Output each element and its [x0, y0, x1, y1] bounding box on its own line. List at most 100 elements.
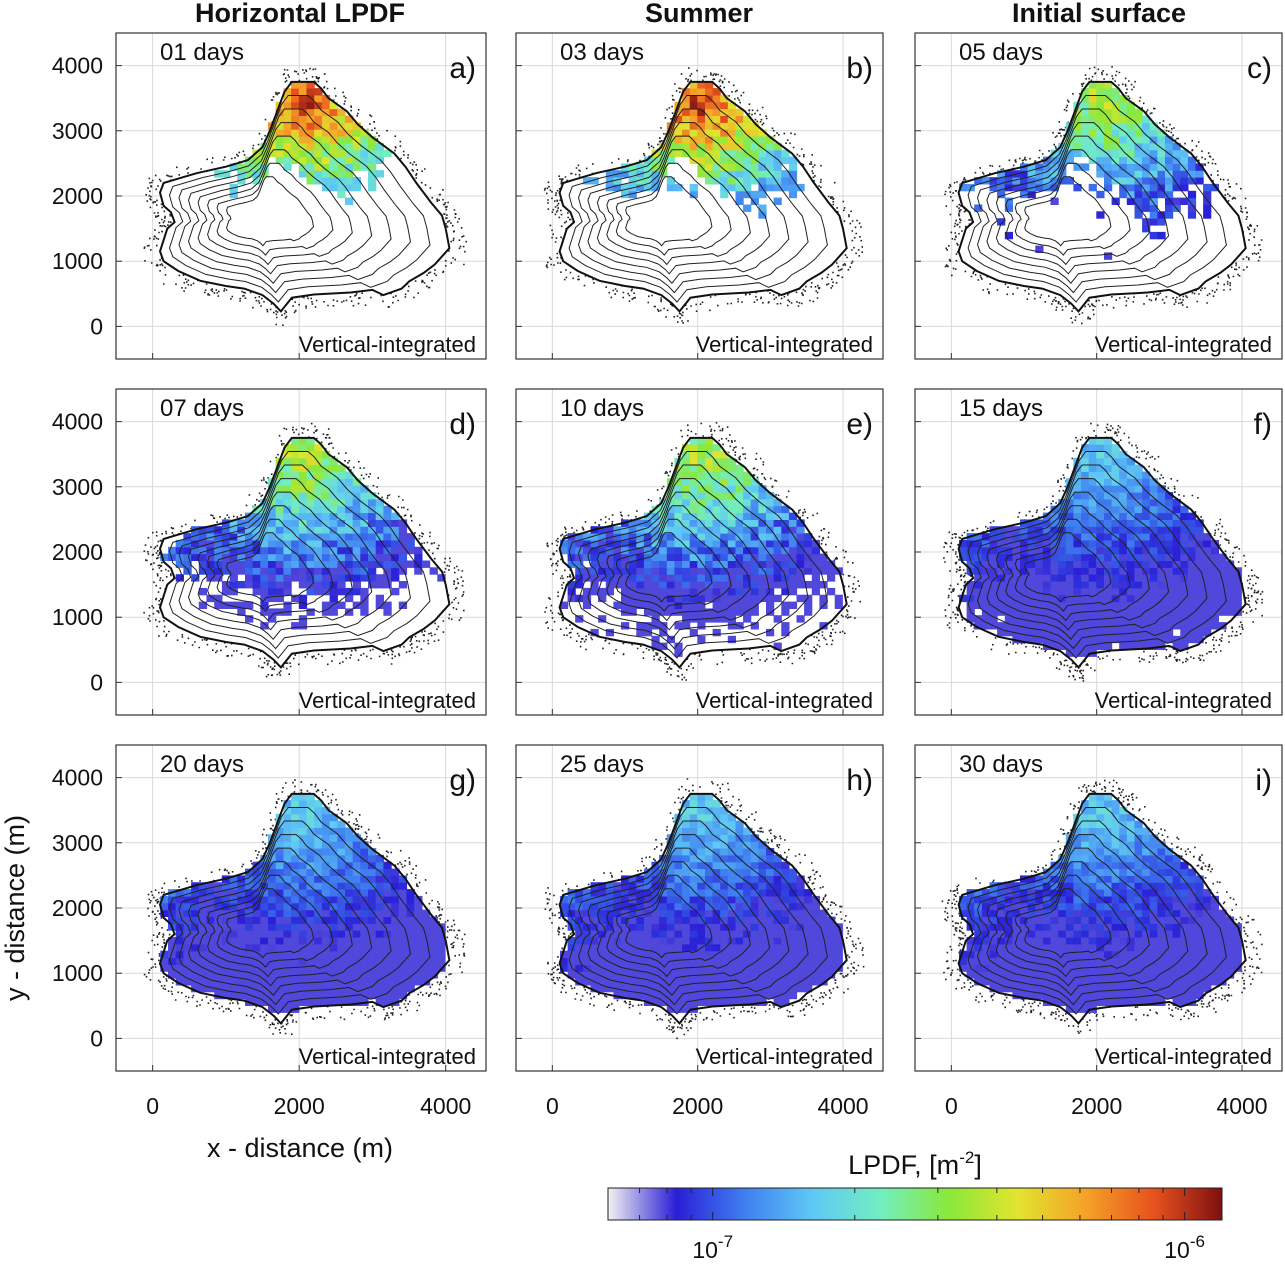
lpdf-cell — [1187, 190, 1197, 199]
lpdf-cell — [314, 546, 323, 555]
lpdf-cell — [283, 834, 292, 842]
lpdf-cell — [275, 978, 284, 986]
lpdf-cell — [1111, 505, 1120, 514]
lpdf-cell — [727, 601, 736, 609]
lpdf-cell — [1058, 574, 1067, 582]
lpdf-cell — [819, 950, 828, 959]
lpdf-cell — [735, 998, 744, 1006]
lpdf-cell — [712, 841, 721, 849]
lpdf-cell — [1111, 875, 1120, 883]
lpdf-cell — [229, 163, 238, 171]
lpdf-cell — [666, 581, 675, 589]
lpdf-cell — [643, 889, 653, 897]
lpdf-cell — [1180, 183, 1189, 192]
lpdf-cell — [697, 793, 706, 801]
lpdf-cell — [666, 875, 675, 883]
lpdf-cell — [329, 984, 338, 993]
lpdf-cell — [1012, 567, 1021, 575]
lpdf-cell — [198, 560, 208, 568]
lpdf-cell — [621, 587, 630, 596]
lpdf-cell — [766, 916, 775, 924]
lpdf-cell — [819, 594, 828, 603]
lpdf-cell — [352, 156, 361, 164]
lpdf-cell — [1142, 875, 1151, 883]
lpdf-cell — [1119, 471, 1128, 479]
lpdf-cell — [391, 943, 400, 952]
lpdf-cell — [1004, 957, 1013, 965]
lpdf-cell — [191, 957, 200, 965]
lpdf-cell — [1081, 895, 1090, 904]
lpdf-cell — [329, 156, 338, 164]
lpdf-cell — [1073, 492, 1082, 500]
lpdf-cell — [237, 984, 246, 993]
lpdf-cell — [1035, 923, 1044, 931]
lpdf-cell — [206, 560, 215, 568]
lpdf-cell — [337, 485, 346, 493]
lpdf-cell — [590, 964, 599, 972]
lpdf-cell — [414, 964, 423, 972]
lpdf-cell — [1165, 601, 1174, 609]
lpdf-cell — [414, 950, 423, 959]
panel-letter: e) — [846, 408, 873, 441]
lpdf-cell — [375, 539, 384, 548]
lpdf-cell — [1203, 190, 1212, 199]
lpdf-cell — [666, 923, 675, 931]
lpdf-cell — [689, 478, 698, 486]
lpdf-cell — [788, 163, 798, 171]
lpdf-cell — [659, 909, 668, 917]
lpdf-cell — [674, 492, 683, 500]
lpdf-cell — [391, 937, 400, 945]
lpdf-cell — [1134, 991, 1143, 1000]
lpdf-cell — [727, 553, 736, 561]
lpdf-cell — [1081, 601, 1090, 609]
lpdf-cell — [291, 129, 300, 137]
lpdf-cell — [590, 587, 599, 596]
lpdf-cell — [306, 895, 315, 904]
lpdf-cell — [306, 450, 315, 459]
lpdf-cell — [582, 950, 592, 959]
lpdf-cell — [1088, 601, 1097, 609]
lpdf-cell — [298, 464, 308, 472]
lpdf-cell — [1027, 635, 1036, 644]
lpdf-cell — [666, 526, 675, 534]
lpdf-cell — [598, 916, 607, 924]
lpdf-cell — [1088, 820, 1097, 828]
lpdf-cell — [229, 950, 238, 959]
lpdf-cell — [375, 930, 384, 938]
lpdf-cell — [1149, 129, 1158, 137]
lpdf-cell — [1065, 615, 1074, 623]
lpdf-cell — [1203, 628, 1212, 637]
lpdf-cell — [1111, 854, 1120, 863]
lpdf-cell — [1142, 622, 1151, 630]
lpdf-cell — [314, 560, 323, 568]
lpdf-cell — [598, 895, 607, 904]
y-tick-label: 3000 — [52, 830, 103, 856]
lpdf-cell — [766, 868, 775, 876]
lpdf-cell — [360, 957, 369, 965]
lpdf-cell — [720, 533, 729, 541]
lpdf-cell — [781, 560, 790, 568]
lpdf-cell — [283, 533, 292, 541]
lpdf-cell — [298, 437, 308, 445]
lpdf-cell — [1088, 560, 1097, 568]
lpdf-cell — [406, 984, 415, 993]
lpdf-cell — [329, 560, 338, 568]
lpdf-cell — [560, 546, 569, 555]
lpdf-cell — [712, 108, 721, 116]
lpdf-cell — [1119, 957, 1128, 965]
lpdf-cell — [1203, 567, 1212, 575]
lpdf-cell — [406, 560, 415, 568]
lpdf-cell — [697, 444, 706, 452]
lpdf-cell — [329, 498, 338, 507]
lpdf-cell — [689, 806, 698, 815]
lpdf-cell — [819, 971, 828, 979]
lpdf-cell — [605, 930, 614, 938]
lpdf-cell — [260, 546, 269, 555]
lpdf-cell — [1020, 991, 1029, 1000]
lpdf-cell — [368, 560, 377, 568]
lpdf-cell — [796, 539, 805, 548]
lpdf-cell — [1020, 574, 1029, 582]
lpdf-cell — [306, 122, 315, 130]
lpdf-cell — [1096, 546, 1105, 555]
